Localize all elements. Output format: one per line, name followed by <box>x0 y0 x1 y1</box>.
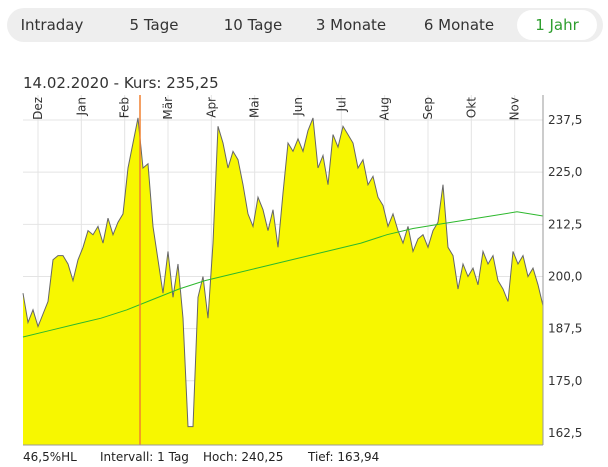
tab-bar: Intraday 5 Tage 10 Tage 3 Monate 6 Monate 1 J… <box>7 8 603 42</box>
footer-item: 46,5%HL <box>23 450 77 464</box>
x-tick-label: Okt <box>464 97 478 118</box>
y-tick-label: 187,5 <box>548 322 582 336</box>
x-tick-label: Apr <box>204 97 218 118</box>
x-tick-label: Nov <box>508 97 522 120</box>
x-tick-label: Aug <box>378 97 392 120</box>
header: 14.02.2020 - Kurs: 235,25 <box>23 74 219 92</box>
x-tick-label: Dez <box>31 97 45 120</box>
x-tick-label: Sep <box>421 97 435 120</box>
x-tick-label: Jun <box>291 97 305 117</box>
price-line <box>22 117 544 428</box>
tab[interactable]: 6 Monate <box>423 16 495 34</box>
y-tick-label: 162,5 <box>548 426 582 440</box>
footer-item: Intervall: 1 Tag <box>100 450 189 464</box>
y-tick-label: 237,5 <box>548 113 582 127</box>
y-tick-label: 175,0 <box>548 374 582 388</box>
x-tick-label: Mai <box>248 97 262 118</box>
average-line <box>22 211 544 338</box>
x-tick-label: Jul <box>334 97 348 112</box>
x-tick-label: Mär <box>161 97 175 120</box>
footer-item: Tief: 163,94 <box>308 450 380 464</box>
tab[interactable]: 5 Tage <box>129 16 179 34</box>
tab[interactable]: 10 Tage <box>223 16 283 34</box>
y-tick-label: 225,0 <box>548 165 582 179</box>
y-tick-label: 200,0 <box>548 269 582 283</box>
tab[interactable]: 1 Jahr <box>517 10 597 40</box>
tab[interactable]: Intraday <box>20 16 84 34</box>
tab[interactable]: 3 Monate <box>315 16 387 34</box>
x-tick-label: Jan <box>74 97 88 117</box>
x-tick-label: Feb <box>118 97 132 118</box>
y-tick-label: 212,5 <box>548 217 582 231</box>
area-fill <box>23 117 543 446</box>
footer-item: Hoch: 240,25 <box>203 450 284 464</box>
